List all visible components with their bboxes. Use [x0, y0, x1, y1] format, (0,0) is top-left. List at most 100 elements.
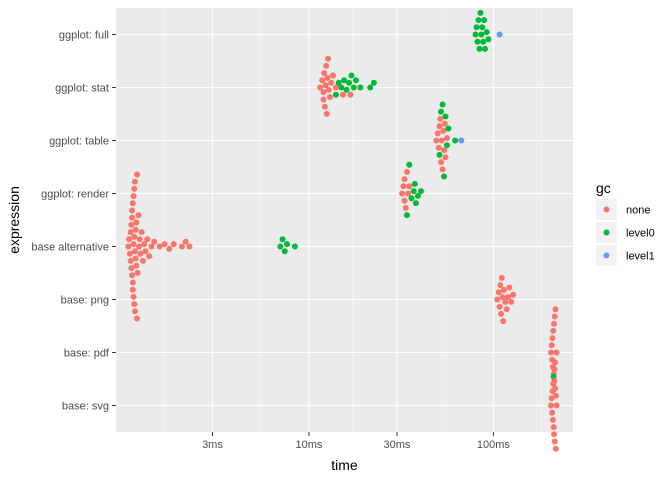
- point-level0: [436, 151, 443, 158]
- point-level0: [338, 84, 345, 91]
- point-none: [547, 349, 554, 356]
- point-none: [131, 301, 138, 308]
- point-none: [553, 402, 560, 409]
- point-none: [144, 236, 151, 243]
- point-none: [135, 212, 142, 219]
- point-level0: [406, 161, 413, 168]
- point-none: [400, 183, 407, 190]
- point-none: [502, 298, 509, 305]
- point-none: [317, 84, 324, 91]
- point-none: [151, 238, 158, 245]
- point-none: [494, 296, 501, 303]
- point-level0: [412, 200, 419, 207]
- point-none: [129, 279, 136, 286]
- y-tick-label: base alternative: [31, 242, 109, 254]
- point-none: [328, 79, 335, 86]
- point-none: [329, 72, 336, 79]
- point-none: [137, 250, 144, 257]
- point-none: [500, 286, 507, 293]
- point-none: [161, 241, 168, 248]
- point-level0: [438, 108, 445, 115]
- point-none: [437, 115, 444, 122]
- point-none: [399, 190, 406, 197]
- point-none: [552, 392, 559, 399]
- point-none: [130, 241, 137, 248]
- point-none: [550, 327, 557, 334]
- point-none: [402, 204, 409, 211]
- point-level0: [348, 72, 355, 79]
- point-none: [495, 289, 502, 296]
- point-none: [496, 303, 503, 310]
- x-tick-label: 3ms: [202, 439, 223, 451]
- x-tick-label: 100ms: [477, 439, 511, 451]
- point-none: [551, 313, 558, 320]
- x-tick-label: 30ms: [384, 439, 411, 451]
- point-none: [347, 91, 354, 98]
- legend-swatch: [603, 229, 610, 236]
- point-none: [320, 96, 327, 103]
- point-level0: [277, 243, 284, 250]
- point-level0: [475, 17, 482, 24]
- point-none: [325, 86, 332, 93]
- point-none: [133, 262, 140, 269]
- point-level0: [281, 248, 288, 255]
- y-axis-title: expression: [6, 186, 22, 254]
- point-none: [401, 197, 408, 204]
- point-level0: [473, 24, 480, 31]
- point-none: [128, 221, 135, 228]
- y-tick-label: ggplot: full: [59, 30, 109, 42]
- point-none: [126, 236, 133, 243]
- point-none: [148, 243, 155, 250]
- point-none: [136, 243, 143, 250]
- point-none: [127, 229, 134, 236]
- point-none: [156, 243, 163, 250]
- point-none: [130, 193, 137, 200]
- point-none: [138, 229, 145, 236]
- point-none: [142, 248, 149, 255]
- point-none: [549, 416, 556, 423]
- x-axis-ticks: 3ms 10ms 30ms 100ms: [202, 432, 510, 451]
- point-none: [405, 190, 412, 197]
- y-tick-label: ggplot: table: [49, 136, 109, 148]
- point-none: [323, 62, 330, 69]
- point-none: [552, 306, 559, 313]
- point-none: [131, 248, 138, 255]
- point-none: [547, 402, 554, 409]
- point-none: [497, 282, 504, 289]
- point-level0: [479, 24, 486, 31]
- point-level0: [418, 188, 424, 195]
- point-none: [552, 445, 559, 452]
- point-level0: [370, 79, 377, 86]
- point-level0: [411, 180, 418, 187]
- point-level1: [496, 31, 503, 38]
- y-axis-ticks: ggplot: full ggplot: stat ggplot: table ggp…: [31, 30, 116, 413]
- point-level0: [481, 17, 488, 24]
- point-none: [435, 144, 442, 151]
- point-level0: [476, 45, 483, 52]
- point-none: [131, 233, 138, 240]
- y-tick-label: base: svg: [62, 401, 109, 413]
- point-level0: [477, 9, 484, 16]
- point-none: [127, 257, 134, 264]
- point-none: [129, 272, 136, 279]
- point-none: [323, 110, 330, 117]
- point-level0: [481, 45, 488, 52]
- point-none: [132, 226, 139, 233]
- major-gridlines: [116, 8, 573, 432]
- point-none: [503, 306, 510, 313]
- point-none: [551, 320, 557, 327]
- point-level0: [403, 212, 410, 219]
- point-level0: [341, 77, 348, 84]
- x-axis-title: time: [331, 457, 358, 473]
- point-level0: [483, 29, 490, 36]
- point-none: [325, 55, 332, 62]
- legend-title: gc: [596, 180, 611, 196]
- point-level0: [550, 373, 557, 380]
- point-level0: [442, 113, 449, 120]
- point-none: [131, 178, 138, 185]
- point-level0: [478, 31, 485, 38]
- point-none: [186, 243, 193, 250]
- y-tick-label: ggplot: render: [41, 189, 109, 201]
- y-tick-label: base: pdf: [64, 348, 110, 360]
